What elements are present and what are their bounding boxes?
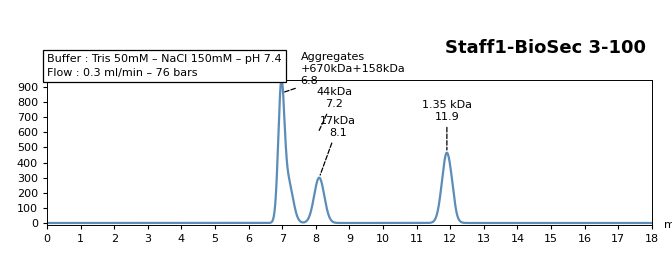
Text: min: min (663, 220, 672, 230)
Text: 44kDa
7.2: 44kDa 7.2 (317, 87, 352, 131)
Text: Staff1-BioSec 3-100: Staff1-BioSec 3-100 (445, 39, 646, 57)
Text: 17kDa
8.1: 17kDa 8.1 (320, 116, 355, 175)
Text: 1.35 kDa
11.9: 1.35 kDa 11.9 (422, 100, 472, 150)
Text: Buffer : Tris 50mM – NaCl 150mM – pH 7.4
Flow : 0.3 ml/min – 76 bars: Buffer : Tris 50mM – NaCl 150mM – pH 7.4… (47, 54, 282, 78)
Text: Aggregates
+670kDa+158kDa
6.8: Aggregates +670kDa+158kDa 6.8 (284, 52, 405, 92)
